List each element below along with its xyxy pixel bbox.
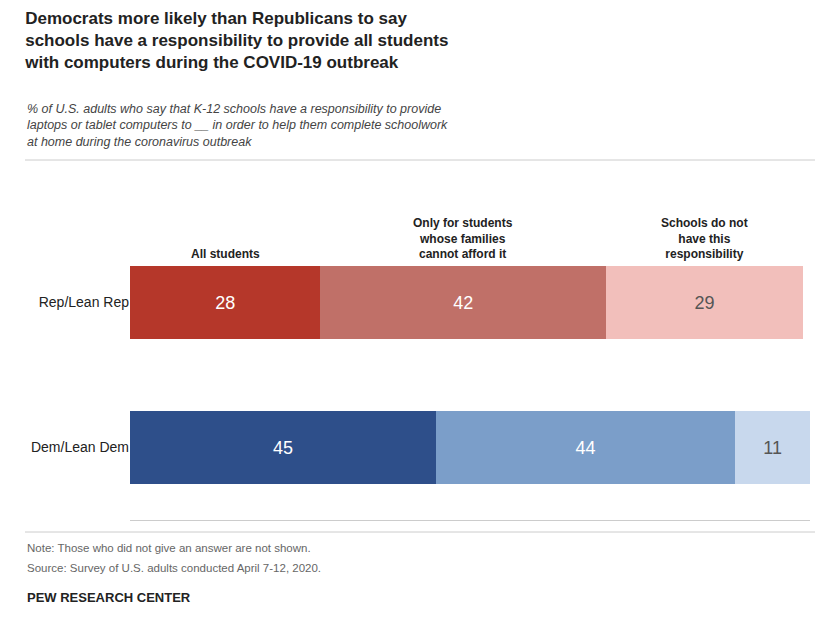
svg-text:Democrats more likely than Rep: Democrats more likely than Republicans t… [24,9,448,72]
svg-text:42: 42 [453,293,473,313]
svg-text:Only for studentswhose familie: Only for studentswhose familiescannot af… [413,216,513,261]
svg-text:Schools do nothave thisrespons: Schools do nothave thisresponsibility [661,216,748,261]
svg-text:Rep/Lean Rep: Rep/Lean Rep [39,294,130,310]
svg-text:44: 44 [576,438,596,458]
svg-text:11: 11 [763,438,782,458]
svg-text:Source: Survey of U.S. adults: Source: Survey of U.S. adults conducted … [27,562,321,574]
svg-text:29: 29 [695,293,715,313]
svg-text:Note: Those who did not give a: Note: Those who did not give an answer a… [27,542,311,554]
svg-text:Dem/Lean Dem: Dem/Lean Dem [31,439,129,455]
svg-text:28: 28 [215,293,235,313]
svg-text:% of U.S. adults who say that: % of U.S. adults who say that K-12 schoo… [27,102,448,149]
svg-text:All students: All students [191,247,260,261]
svg-text:45: 45 [273,438,293,458]
svg-text:PEW RESEARCH CENTER: PEW RESEARCH CENTER [27,590,191,605]
